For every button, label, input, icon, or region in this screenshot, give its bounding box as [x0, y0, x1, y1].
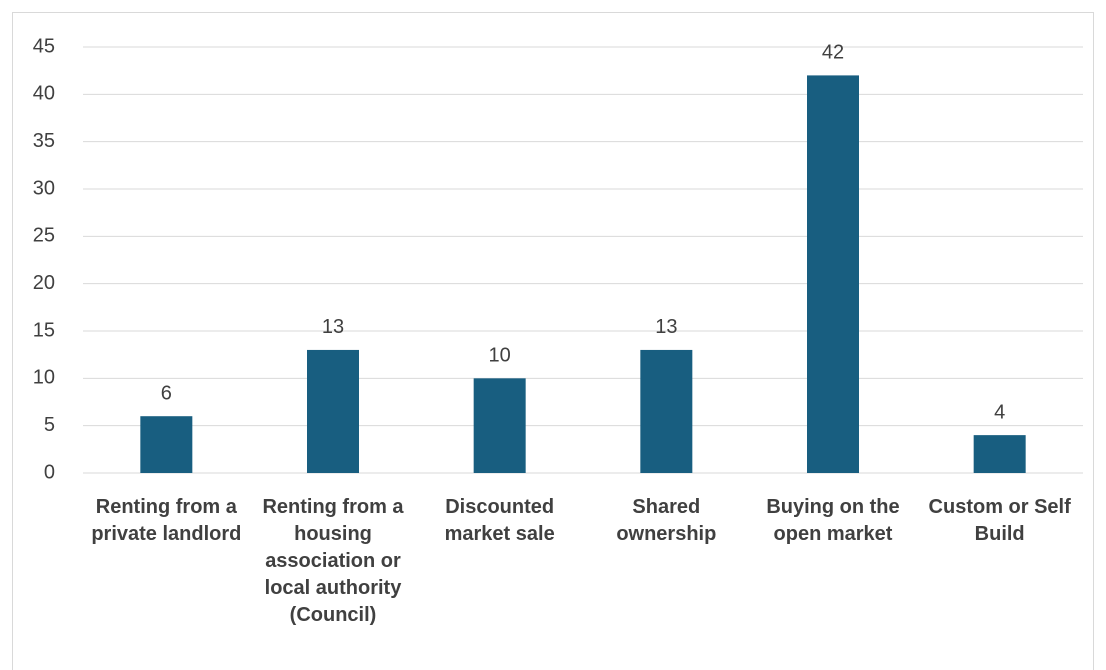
y-tick-label: 10	[33, 367, 55, 389]
data-label: 4	[994, 401, 1005, 423]
y-tick-label: 40	[33, 83, 55, 105]
bar	[807, 75, 859, 474]
bar	[973, 435, 1026, 473]
chart-frame	[12, 12, 1094, 670]
data-label: 6	[161, 382, 172, 404]
x-tick-label: Custom or Self Build	[928, 496, 1071, 545]
y-tick-label: 35	[33, 130, 55, 152]
data-label: 13	[655, 316, 677, 338]
x-tick-label: Shared ownership	[616, 496, 717, 545]
bar	[140, 416, 193, 473]
y-tick-label: 0	[44, 461, 55, 483]
y-tick-label: 5	[44, 414, 55, 436]
y-tick-label: 25	[33, 225, 55, 247]
bar	[307, 349, 359, 473]
x-tick-label: Renting from a housing association or lo…	[262, 496, 404, 626]
data-label: 13	[322, 316, 344, 338]
y-tick-label: 45	[33, 35, 55, 57]
y-tick-label: 15	[33, 319, 55, 341]
data-label: 10	[489, 345, 511, 367]
bar	[473, 378, 526, 473]
x-tick-label: Buying on the open market	[766, 496, 900, 545]
y-tick-label: 20	[33, 272, 55, 294]
x-tick-label: Renting from a private landlord	[91, 496, 242, 545]
bar	[640, 349, 693, 473]
x-tick-label: Discounted market sale	[444, 496, 555, 545]
y-tick-label: 30	[33, 177, 55, 199]
data-label: 42	[822, 42, 844, 64]
